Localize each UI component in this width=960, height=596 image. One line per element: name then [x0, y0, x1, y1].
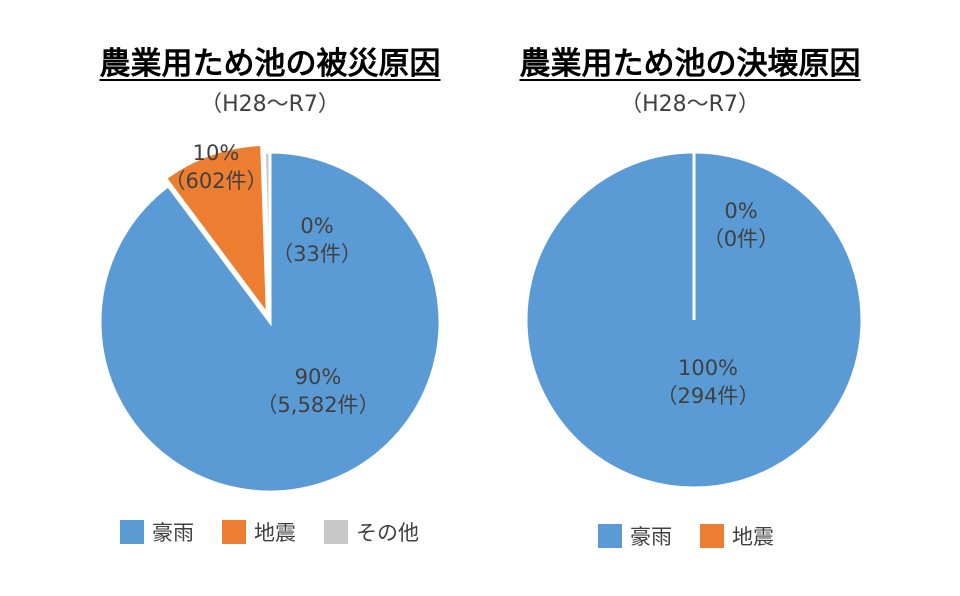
chart1-pie: [98, 142, 442, 494]
legend-label-heavy-rain: 豪雨: [152, 521, 194, 545]
legend-swatch-earthquake: [700, 524, 724, 548]
legend-swatch-other: [324, 520, 348, 544]
legend-swatch-earthquake: [222, 520, 246, 544]
legend-label-heavy-rain: 豪雨: [630, 525, 672, 549]
slice-label-heavy-rain-percent: 100%: [678, 356, 738, 380]
legend-item-earthquake: 地震: [700, 521, 774, 551]
slice-label-heavy-rain-count: （5,582件）: [256, 393, 379, 417]
chart1-legend: 豪雨 地震 その他: [120, 517, 447, 547]
slice-label-heavy-rain-count: （294件）: [656, 384, 759, 408]
legend-swatch-heavy-rain: [598, 524, 622, 548]
legend-item-other: その他: [324, 517, 419, 547]
chart2-legend: 豪雨 地震: [598, 521, 802, 551]
chart2-subtitle: （H28～R7）: [620, 92, 760, 117]
slice-earthquake: [163, 142, 270, 320]
chart2-pie: [524, 150, 864, 490]
chart2-title: 農業用ため池の決壊原因: [519, 46, 861, 82]
legend-label-earthquake: 地震: [254, 521, 296, 545]
legend-label-earthquake: 地震: [732, 525, 774, 549]
legend-item-heavy-rain: 豪雨: [598, 521, 672, 551]
legend-swatch-heavy-rain: [120, 520, 144, 544]
slice-label-earthquake-percent: 0%: [724, 199, 757, 223]
chart1-title: 農業用ため池の被災原因: [99, 46, 441, 82]
chart1-data-labels: 0% （33件） 10% （602件） 90% （5,582件）: [164, 141, 379, 417]
chart1-subtitle: （H28～R7）: [200, 92, 340, 117]
legend-label-other: その他: [356, 521, 419, 545]
slice-label-other-count: （33件）: [272, 242, 362, 266]
slice-label-earthquake-count: （0件）: [703, 227, 779, 251]
slice-label-heavy-rain-percent: 90%: [295, 365, 342, 389]
slice-label-other-percent: 0%: [300, 214, 333, 238]
legend-item-earthquake: 地震: [222, 517, 296, 547]
chart2-data-labels: 0% （0件） 100% （294件）: [656, 199, 779, 408]
slice-label-earthquake-percent: 10%: [193, 141, 240, 165]
legend-item-heavy-rain: 豪雨: [120, 517, 194, 547]
slice-label-earthquake-count: （602件）: [164, 169, 267, 193]
slice-other: [262, 150, 272, 323]
